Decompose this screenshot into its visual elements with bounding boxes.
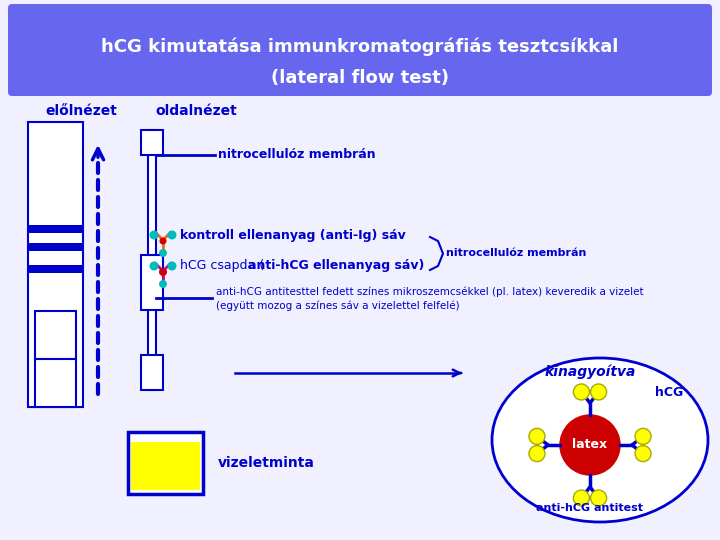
Bar [28,122,83,407]
Text: kontroll ellenanyag (anti-Ig) sáv: kontroll ellenanyag (anti-Ig) sáv [180,228,406,241]
Circle shape [590,490,607,506]
Circle shape [573,490,590,506]
Bar [148,130,156,390]
Text: hCG kimutatása immunkromatográfiás tesztcsíkkal: hCG kimutatása immunkromatográfiás teszt… [102,38,618,56]
Circle shape [590,384,607,400]
Circle shape [529,428,545,444]
FancyBboxPatch shape [8,4,712,96]
Bar [29,265,82,273]
Text: latex: latex [572,438,608,451]
Text: anti-hCG antitest: anti-hCG antitest [536,503,644,513]
Text: vizeletminta: vizeletminta [218,456,315,470]
Circle shape [159,280,167,288]
Circle shape [573,384,590,400]
Bar [35,359,76,407]
Circle shape [168,261,176,271]
Bar [141,255,163,310]
Bar [131,442,200,490]
Circle shape [168,231,176,240]
Text: (együtt mozog a színes sáv a vizelettel felfelé): (együtt mozog a színes sáv a vizelettel … [216,301,459,311]
Ellipse shape [492,358,708,522]
Text: hCG csapda (: hCG csapda ( [180,260,268,273]
Circle shape [159,268,167,276]
Text: előlnézet: előlnézet [45,104,117,118]
Text: hCG: hCG [655,386,683,399]
Text: nitrocellulóz membrán: nitrocellulóz membrán [446,248,586,259]
Circle shape [635,446,651,462]
Bar [141,130,163,155]
Text: (lateral flow test): (lateral flow test) [271,69,449,87]
Bar [141,355,163,390]
Text: anti-hCG antitesttel fedett színes mikroszemcsékkel (pl. latex) keveredik a vize: anti-hCG antitesttel fedett színes mikro… [216,287,644,297]
Bar [29,243,82,251]
Bar [35,311,76,359]
Bar [128,432,203,494]
Circle shape [150,261,158,271]
Text: nitrocellulóz membrán: nitrocellulóz membrán [218,148,376,161]
Circle shape [560,415,620,475]
Circle shape [635,428,651,444]
Circle shape [150,231,158,240]
Circle shape [159,249,167,257]
Circle shape [529,446,545,462]
Bar [29,225,82,233]
Text: oldalnézet: oldalnézet [155,104,237,118]
Text: anti-hCG ellenanyag sáv): anti-hCG ellenanyag sáv) [248,260,424,273]
Text: kinagyoítva: kinagyoítva [544,364,636,379]
Circle shape [160,238,166,245]
